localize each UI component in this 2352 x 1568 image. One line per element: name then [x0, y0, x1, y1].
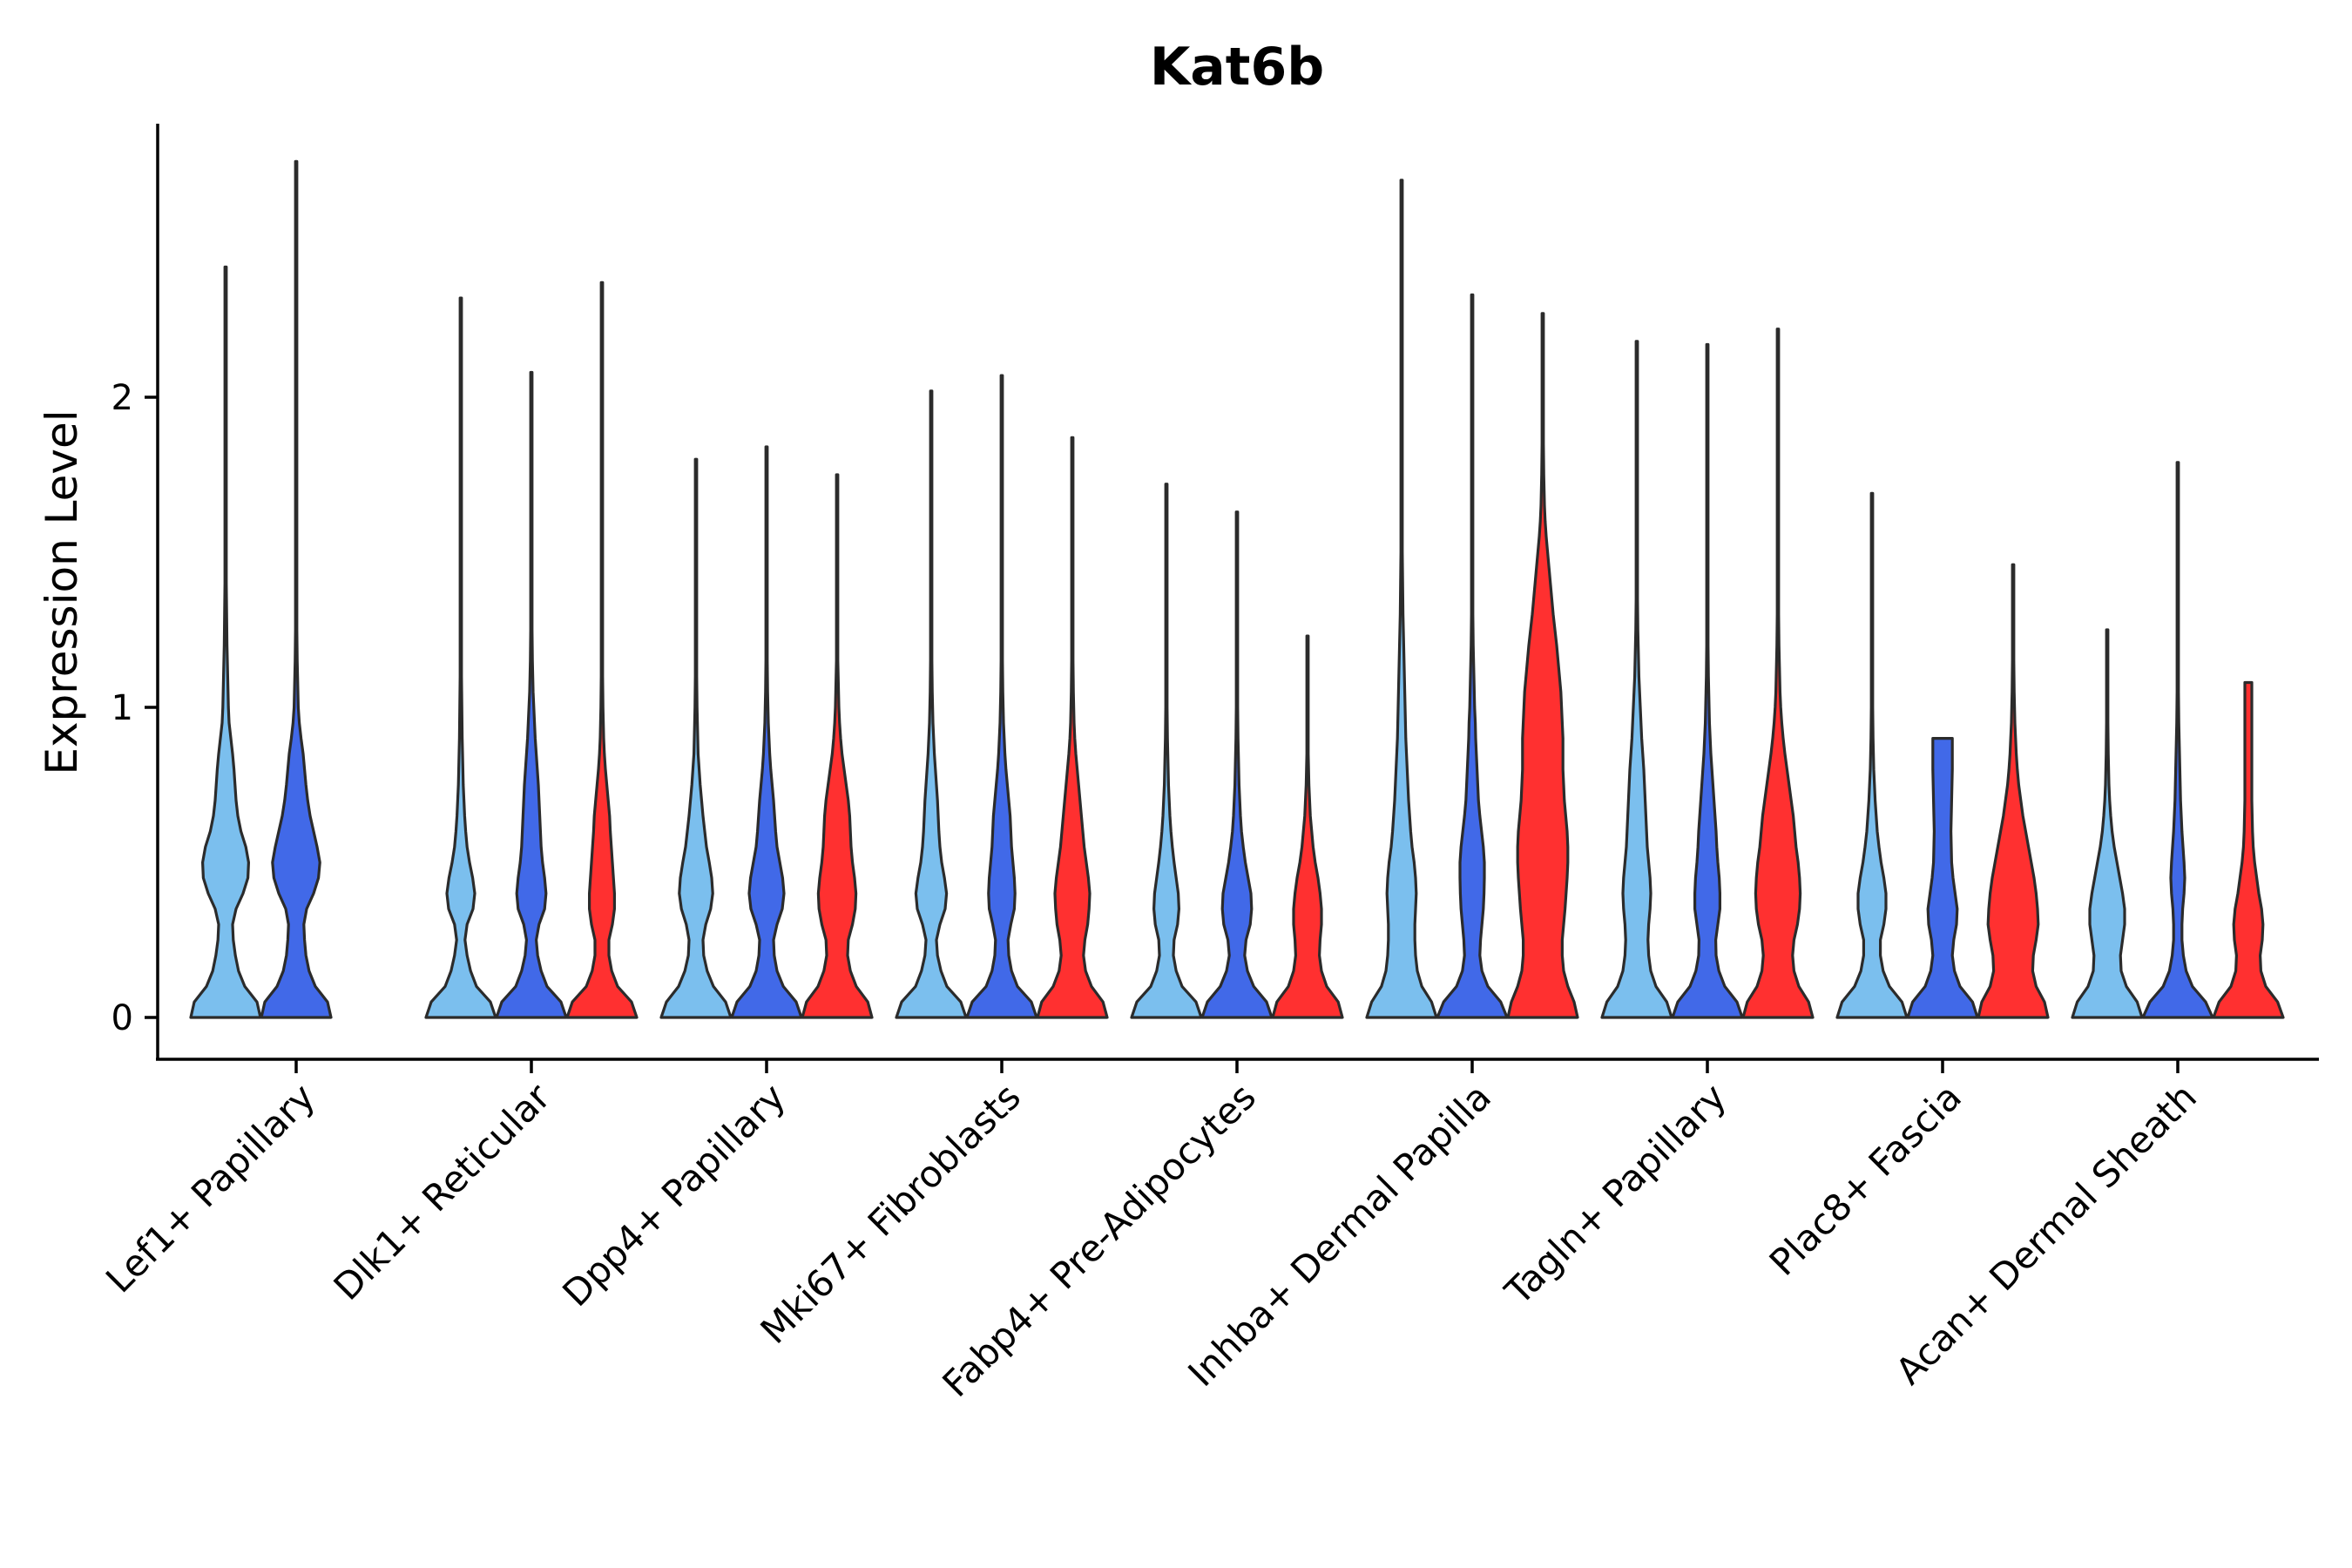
y-tick-label: 2: [112, 378, 133, 418]
violin-group3: [1271, 634, 1344, 1019]
violin-group1: [1835, 491, 1909, 1019]
violin-group1: [424, 296, 497, 1019]
violin-group1: [1365, 179, 1438, 1019]
x-tick-label: Dpp4+ Papillary: [554, 1075, 794, 1315]
x-tick-label: Mki67+ Fibroblasts: [753, 1075, 1029, 1351]
violin-group1: [1130, 483, 1203, 1019]
violin-group2: [260, 159, 333, 1019]
violin-group1: [659, 457, 733, 1019]
violin-group3: [2212, 680, 2285, 1019]
violin-group2: [1436, 293, 1509, 1019]
violin-group3: [1506, 312, 1579, 1019]
violin-group3: [1741, 328, 1815, 1019]
violin-group2: [1671, 342, 1744, 1019]
violin-group2: [495, 370, 568, 1019]
x-tick-label: Dlk1+ Reticular: [326, 1075, 559, 1308]
y-tick-label: 1: [112, 688, 133, 728]
violin-group2: [965, 374, 1038, 1019]
violin-group2: [730, 445, 803, 1019]
y-ticks: 0 1 2: [112, 378, 158, 1038]
violin-group: [189, 159, 2285, 1019]
y-tick-label: 0: [112, 998, 133, 1038]
violin-group3: [565, 280, 639, 1019]
violin-group1: [895, 389, 968, 1019]
violin-group2: [2141, 461, 2214, 1019]
violin-group1: [1600, 340, 1673, 1019]
violin-group2: [1906, 737, 1979, 1019]
violin-group1: [2071, 628, 2144, 1019]
x-tick-label: Lef1+ Papillary: [98, 1075, 323, 1301]
x-tick-label: Plac8+ Fascia: [1761, 1075, 1970, 1283]
violin-group3: [801, 473, 874, 1019]
violin-group3: [1036, 436, 1109, 1019]
chart-title: Kat6b: [1150, 37, 1324, 98]
y-axis-label: Expression Level: [37, 409, 87, 774]
violin-group3: [1977, 563, 2050, 1019]
violin-group1: [189, 265, 262, 1019]
x-tick-label: Tagln+ Papillary: [1497, 1075, 1734, 1313]
violin-group2: [1200, 510, 1274, 1019]
